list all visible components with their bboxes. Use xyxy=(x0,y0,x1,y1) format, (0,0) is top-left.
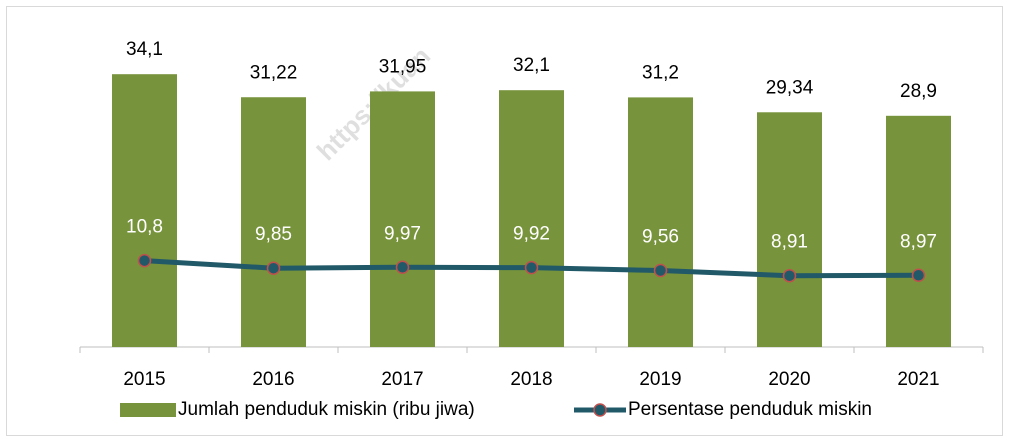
line-marker xyxy=(524,260,539,275)
bar-value-label: 28,9 xyxy=(900,81,937,102)
bar-value-label: 31,95 xyxy=(379,56,427,77)
bar-value-label: 31,2 xyxy=(642,62,679,83)
x-tick-label: 2018 xyxy=(510,369,552,390)
bar xyxy=(499,90,564,347)
line-marker xyxy=(266,261,281,275)
line-value-label: 9,56 xyxy=(642,227,679,248)
bar xyxy=(370,91,435,348)
line-value-label: 10,8 xyxy=(126,217,163,238)
x-tick-label: 2015 xyxy=(123,369,165,390)
bar xyxy=(757,112,822,347)
bar-value-label: 34,1 xyxy=(126,39,163,60)
line-value-label: 9,92 xyxy=(513,224,550,245)
x-tick-label: 2019 xyxy=(639,369,681,390)
legend-marker xyxy=(593,403,607,417)
bar xyxy=(886,115,951,347)
bar-value-label: 31,22 xyxy=(250,62,298,83)
bar-value-label: 32,1 xyxy=(513,55,550,76)
legend-label: Persentase penduduk miskin xyxy=(628,399,872,420)
bar xyxy=(112,74,177,347)
line-marker xyxy=(395,260,410,274)
line-marker xyxy=(137,253,152,268)
line-marker xyxy=(782,268,797,283)
line-value-label: 8,97 xyxy=(900,231,937,252)
bar xyxy=(241,97,306,348)
line-value-label: 8,91 xyxy=(771,232,808,253)
x-tick-label: 2020 xyxy=(768,369,810,390)
x-tick-label: 2016 xyxy=(252,369,294,390)
legend-label: Jumlah penduduk miskin (ribu jiwa) xyxy=(178,399,475,420)
legend-swatch xyxy=(120,403,176,417)
line-marker xyxy=(911,268,926,282)
bar xyxy=(628,97,693,348)
bar-value-label: 29,34 xyxy=(766,77,814,98)
line-value-label: 9,85 xyxy=(255,224,292,245)
x-tick-label: 2021 xyxy=(897,369,939,390)
line-value-label: 9,97 xyxy=(384,223,421,244)
x-tick-label: 2017 xyxy=(381,369,423,390)
line-marker xyxy=(653,263,668,278)
